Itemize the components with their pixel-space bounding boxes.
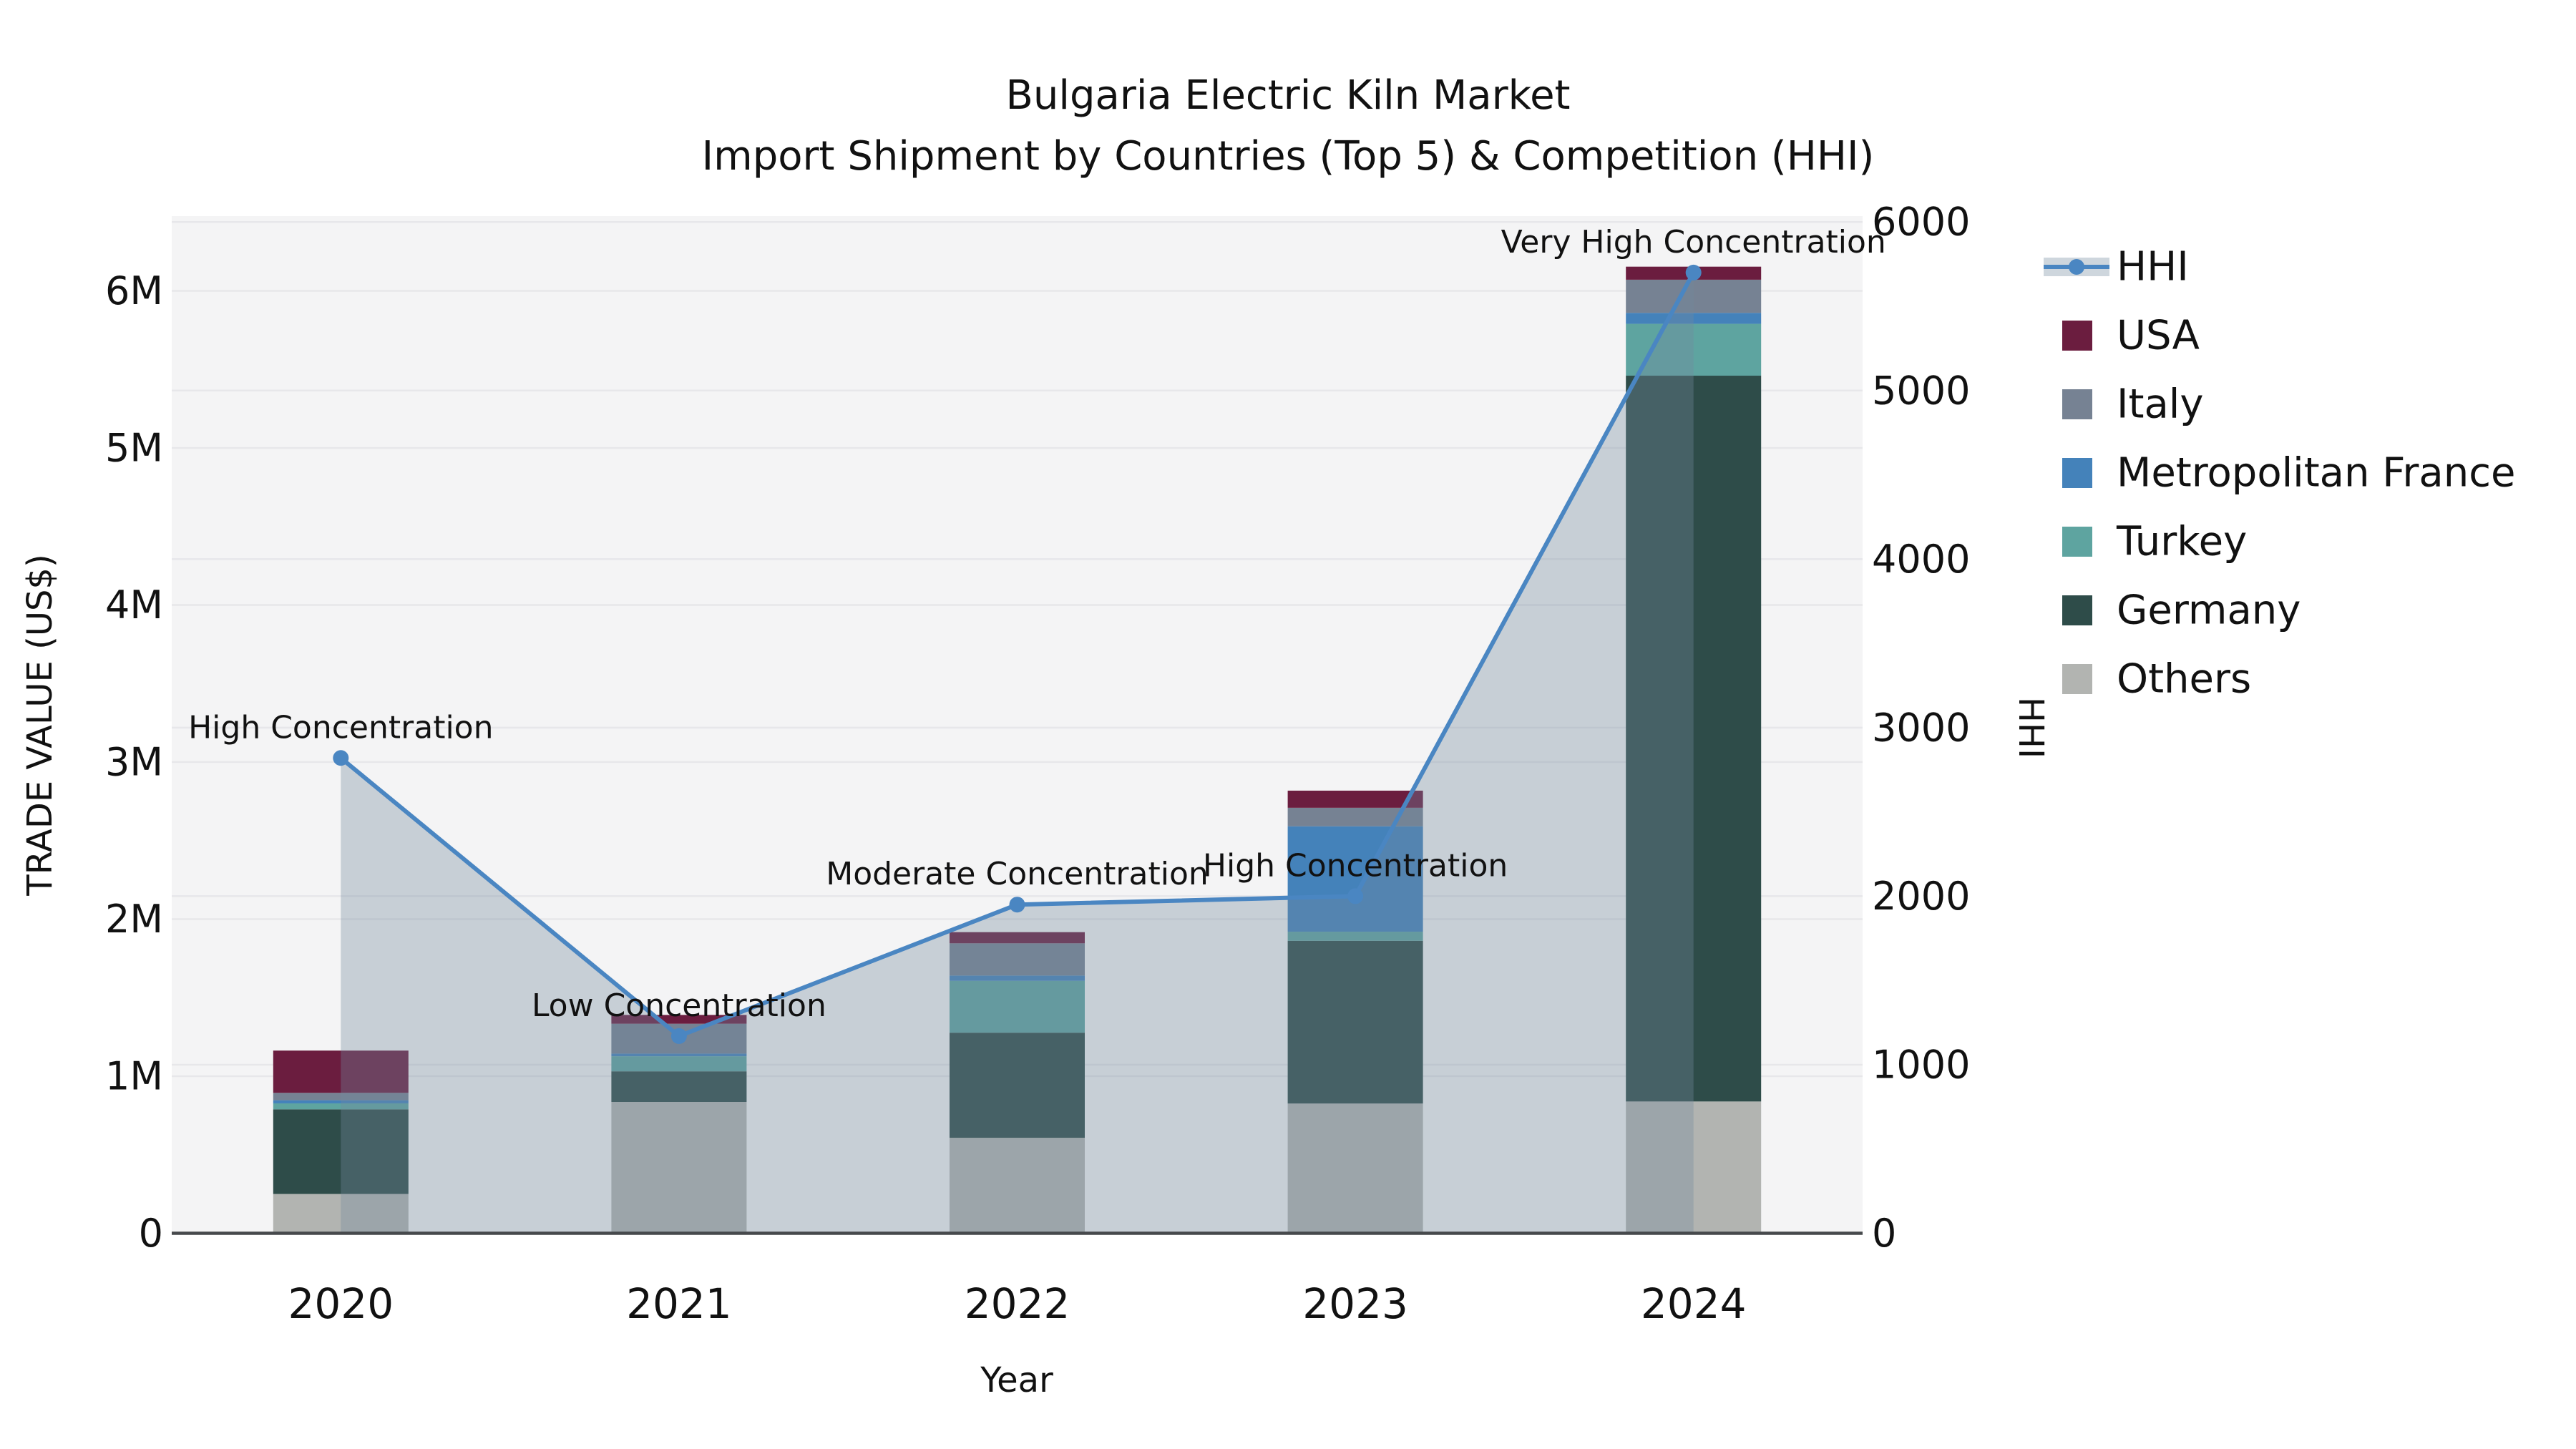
legend-label-usa: USA xyxy=(2117,313,2200,359)
y-left-tick-5M: 5M xyxy=(105,425,163,470)
bar-segment-turkey-2023 xyxy=(1287,932,1423,941)
bar-segment-others-2021 xyxy=(611,1101,747,1234)
x-tick-2020: 2020 xyxy=(288,1279,394,1328)
bar-segment-metropolitan-france-2023 xyxy=(1287,826,1423,932)
legend-label-metropolitan-france: Metropolitan France xyxy=(2117,450,2515,497)
y-left-tick-2M: 2M xyxy=(105,897,163,942)
y-right-tick-0: 0 xyxy=(1872,1211,1896,1256)
bar-segment-usa-2023 xyxy=(1287,790,1423,808)
bar-segment-turkey-2020 xyxy=(273,1103,409,1110)
bar-segment-others-2024 xyxy=(1626,1101,1762,1234)
x-axis-label: Year xyxy=(980,1360,1053,1400)
legend-swatch-others xyxy=(2062,664,2092,694)
chart-title-line2: Import Shipment by Countries (Top 5) & C… xyxy=(702,133,1875,180)
bar-segment-metropolitan-france-2020 xyxy=(273,1100,409,1103)
legend-swatch-metropolitan-france xyxy=(2062,458,2092,488)
y-right-tick-1000: 1000 xyxy=(1872,1042,1970,1087)
bar-segment-italy-2020 xyxy=(273,1093,409,1101)
y-right-tick-6000: 6000 xyxy=(1872,200,1970,245)
bar-segment-turkey-2022 xyxy=(950,980,1085,1033)
chart-title-line1: Bulgaria Electric Kiln Market xyxy=(1006,72,1571,119)
bar-segment-turkey-2024 xyxy=(1626,323,1762,376)
hhi-marker-2023 xyxy=(1347,888,1364,904)
bar-segment-metropolitan-france-2024 xyxy=(1626,313,1762,324)
hhi-marker-2022 xyxy=(1009,897,1025,913)
bar-segment-italy-2022 xyxy=(950,943,1085,976)
bar-segment-others-2023 xyxy=(1287,1103,1423,1234)
bar-segment-others-2022 xyxy=(950,1138,1085,1234)
x-tick-2024: 2024 xyxy=(1641,1279,1747,1328)
bar-segment-metropolitan-france-2022 xyxy=(950,975,1085,981)
legend-swatch-italy xyxy=(2062,389,2092,419)
annotation-2022: Moderate Concentration xyxy=(826,856,1209,892)
annotation-2020: High Concentration xyxy=(188,709,493,746)
hhi-marker-2020 xyxy=(333,750,349,766)
bar-segment-metropolitan-france-2021 xyxy=(611,1053,747,1057)
legend-label-hhi: HHI xyxy=(2117,244,2189,291)
hhi-area-fill xyxy=(341,272,1694,1234)
bar-segment-germany-2022 xyxy=(950,1033,1085,1138)
legend-swatch-turkey xyxy=(2062,527,2092,557)
x-tick-2022: 2022 xyxy=(965,1279,1070,1328)
annotation-2024: Very High Concentration xyxy=(1501,224,1886,260)
legend-swatch-germany xyxy=(2062,595,2092,625)
legend-label-italy: Italy xyxy=(2117,381,2204,428)
x-tick-2021: 2021 xyxy=(626,1279,732,1328)
annotation-2023: High Concentration xyxy=(1203,847,1508,884)
bar-segment-germany-2024 xyxy=(1626,376,1762,1102)
annotation-2021: Low Concentration xyxy=(532,987,826,1024)
y-left-tick-0: 0 xyxy=(139,1211,163,1256)
bar-segment-others-2020 xyxy=(273,1194,409,1234)
x-tick-2023: 2023 xyxy=(1302,1279,1408,1328)
legend-hhi-marker-icon xyxy=(2069,259,2084,275)
legend-swatch-usa xyxy=(2062,321,2092,351)
y-right-tick-2000: 2000 xyxy=(1872,874,1970,919)
y-left-tick-4M: 4M xyxy=(105,582,163,628)
hhi-marker-2024 xyxy=(1685,264,1702,280)
y-axis-right-label: HHI xyxy=(2011,697,2051,758)
y-axis-left-label: TRADE VALUE (US$) xyxy=(20,554,60,896)
bar-segment-italy-2024 xyxy=(1626,279,1762,313)
bar-segment-germany-2023 xyxy=(1287,940,1423,1104)
bar-segment-usa-2020 xyxy=(273,1050,409,1093)
hhi-marker-2021 xyxy=(670,1028,687,1044)
y-left-tick-3M: 3M xyxy=(105,739,163,784)
y-left-tick-6M: 6M xyxy=(105,268,163,313)
bar-segment-turkey-2021 xyxy=(611,1056,747,1072)
y-right-tick-4000: 4000 xyxy=(1872,537,1970,582)
y-left-tick-1M: 1M xyxy=(105,1053,163,1098)
y-right-tick-5000: 5000 xyxy=(1872,368,1970,413)
y-right-tick-3000: 3000 xyxy=(1872,705,1970,750)
legend-label-turkey: Turkey xyxy=(2116,519,2247,565)
bar-segment-germany-2021 xyxy=(611,1071,747,1102)
legend-label-germany: Germany xyxy=(2117,587,2301,634)
bar-segment-germany-2020 xyxy=(273,1109,409,1194)
bar-segment-usa-2022 xyxy=(950,932,1085,944)
legend-label-others: Others xyxy=(2117,656,2251,703)
